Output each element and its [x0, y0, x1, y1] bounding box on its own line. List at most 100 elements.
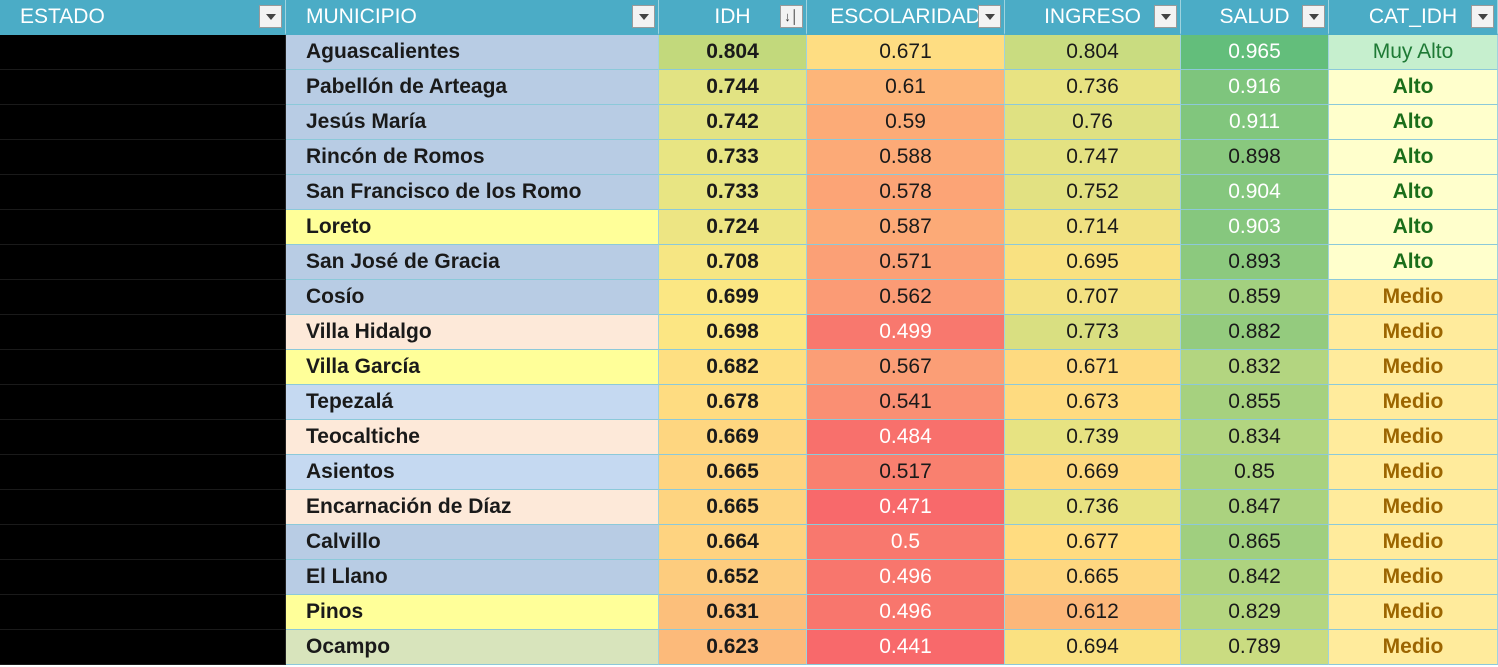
cell-municipio[interactable]: El Llano: [286, 560, 659, 595]
cell-cat-idh[interactable]: Alto: [1329, 175, 1498, 210]
cell-estado[interactable]: [0, 455, 286, 490]
cell-municipio[interactable]: Rincón de Romos: [286, 140, 659, 175]
cell-ingreso[interactable]: 0.677: [1005, 525, 1181, 560]
cell-escolaridad[interactable]: 0.562: [807, 280, 1005, 315]
cell-municipio[interactable]: Pinos: [286, 595, 659, 630]
cell-salud[interactable]: 0.855: [1181, 385, 1329, 420]
cell-salud[interactable]: 0.865: [1181, 525, 1329, 560]
cell-estado[interactable]: [0, 245, 286, 280]
cell-idh[interactable]: 0.664: [659, 525, 807, 560]
cell-municipio[interactable]: San Francisco de los Romo: [286, 175, 659, 210]
filter-dropdown-icon[interactable]: [259, 5, 282, 28]
cell-escolaridad[interactable]: 0.541: [807, 385, 1005, 420]
cell-municipio[interactable]: Cosío: [286, 280, 659, 315]
header-escolaridad[interactable]: ESCOLARIDAD: [807, 0, 1005, 35]
cell-cat-idh[interactable]: Medio: [1329, 560, 1498, 595]
header-idh[interactable]: IDH ↓│: [659, 0, 807, 35]
cell-estado[interactable]: [0, 280, 286, 315]
cell-municipio[interactable]: Loreto: [286, 210, 659, 245]
cell-escolaridad[interactable]: 0.588: [807, 140, 1005, 175]
cell-salud[interactable]: 0.85: [1181, 455, 1329, 490]
cell-escolaridad[interactable]: 0.517: [807, 455, 1005, 490]
cell-idh[interactable]: 0.698: [659, 315, 807, 350]
cell-ingreso[interactable]: 0.752: [1005, 175, 1181, 210]
cell-ingreso[interactable]: 0.714: [1005, 210, 1181, 245]
cell-escolaridad[interactable]: 0.441: [807, 630, 1005, 665]
cell-salud[interactable]: 0.965: [1181, 35, 1329, 70]
cell-cat-idh[interactable]: Medio: [1329, 630, 1498, 665]
cell-idh[interactable]: 0.733: [659, 175, 807, 210]
header-estado[interactable]: ESTADO: [0, 0, 286, 35]
cell-estado[interactable]: [0, 560, 286, 595]
cell-municipio[interactable]: Teocaltiche: [286, 420, 659, 455]
cell-cat-idh[interactable]: Medio: [1329, 315, 1498, 350]
cell-municipio[interactable]: Asientos: [286, 455, 659, 490]
cell-estado[interactable]: [0, 420, 286, 455]
cell-salud[interactable]: 0.898: [1181, 140, 1329, 175]
header-ingreso[interactable]: INGRESO: [1005, 0, 1181, 35]
cell-estado[interactable]: [0, 210, 286, 245]
cell-cat-idh[interactable]: Medio: [1329, 525, 1498, 560]
cell-cat-idh[interactable]: Medio: [1329, 385, 1498, 420]
cell-estado[interactable]: [0, 175, 286, 210]
cell-cat-idh[interactable]: Alto: [1329, 105, 1498, 140]
cell-salud[interactable]: 0.834: [1181, 420, 1329, 455]
cell-escolaridad[interactable]: 0.496: [807, 560, 1005, 595]
cell-estado[interactable]: [0, 315, 286, 350]
cell-cat-idh[interactable]: Alto: [1329, 140, 1498, 175]
cell-cat-idh[interactable]: Medio: [1329, 455, 1498, 490]
cell-estado[interactable]: [0, 35, 286, 70]
cell-municipio[interactable]: Ocampo: [286, 630, 659, 665]
cell-salud[interactable]: 0.903: [1181, 210, 1329, 245]
filter-dropdown-icon[interactable]: [632, 5, 655, 28]
cell-escolaridad[interactable]: 0.5: [807, 525, 1005, 560]
cell-cat-idh[interactable]: Alto: [1329, 245, 1498, 280]
cell-estado[interactable]: [0, 350, 286, 385]
cell-idh[interactable]: 0.652: [659, 560, 807, 595]
cell-idh[interactable]: 0.623: [659, 630, 807, 665]
cell-idh[interactable]: 0.631: [659, 595, 807, 630]
cell-idh[interactable]: 0.733: [659, 140, 807, 175]
cell-idh[interactable]: 0.669: [659, 420, 807, 455]
header-municipio[interactable]: MUNICIPIO: [286, 0, 659, 35]
cell-cat-idh[interactable]: Medio: [1329, 595, 1498, 630]
cell-municipio[interactable]: Pabellón de Arteaga: [286, 70, 659, 105]
cell-cat-idh[interactable]: Medio: [1329, 420, 1498, 455]
cell-escolaridad[interactable]: 0.484: [807, 420, 1005, 455]
cell-cat-idh[interactable]: Alto: [1329, 210, 1498, 245]
cell-ingreso[interactable]: 0.694: [1005, 630, 1181, 665]
cell-ingreso[interactable]: 0.612: [1005, 595, 1181, 630]
cell-municipio[interactable]: San José de Gracia: [286, 245, 659, 280]
cell-estado[interactable]: [0, 385, 286, 420]
cell-ingreso[interactable]: 0.665: [1005, 560, 1181, 595]
cell-escolaridad[interactable]: 0.587: [807, 210, 1005, 245]
cell-municipio[interactable]: Tepezalá: [286, 385, 659, 420]
cell-escolaridad[interactable]: 0.571: [807, 245, 1005, 280]
cell-ingreso[interactable]: 0.669: [1005, 455, 1181, 490]
cell-ingreso[interactable]: 0.804: [1005, 35, 1181, 70]
cell-escolaridad[interactable]: 0.499: [807, 315, 1005, 350]
cell-estado[interactable]: [0, 105, 286, 140]
cell-salud[interactable]: 0.904: [1181, 175, 1329, 210]
cell-ingreso[interactable]: 0.739: [1005, 420, 1181, 455]
cell-idh[interactable]: 0.804: [659, 35, 807, 70]
cell-ingreso[interactable]: 0.707: [1005, 280, 1181, 315]
filter-dropdown-icon[interactable]: [1471, 5, 1494, 28]
cell-escolaridad[interactable]: 0.671: [807, 35, 1005, 70]
filter-dropdown-icon[interactable]: [978, 5, 1001, 28]
cell-estado[interactable]: [0, 525, 286, 560]
cell-ingreso[interactable]: 0.773: [1005, 315, 1181, 350]
cell-salud[interactable]: 0.832: [1181, 350, 1329, 385]
cell-salud[interactable]: 0.893: [1181, 245, 1329, 280]
cell-salud[interactable]: 0.911: [1181, 105, 1329, 140]
cell-ingreso[interactable]: 0.76: [1005, 105, 1181, 140]
cell-idh[interactable]: 0.724: [659, 210, 807, 245]
cell-cat-idh[interactable]: Muy Alto: [1329, 35, 1498, 70]
cell-ingreso[interactable]: 0.736: [1005, 70, 1181, 105]
cell-escolaridad[interactable]: 0.61: [807, 70, 1005, 105]
cell-ingreso[interactable]: 0.736: [1005, 490, 1181, 525]
cell-idh[interactable]: 0.682: [659, 350, 807, 385]
cell-salud[interactable]: 0.882: [1181, 315, 1329, 350]
cell-ingreso[interactable]: 0.673: [1005, 385, 1181, 420]
filter-dropdown-icon[interactable]: [1302, 5, 1325, 28]
